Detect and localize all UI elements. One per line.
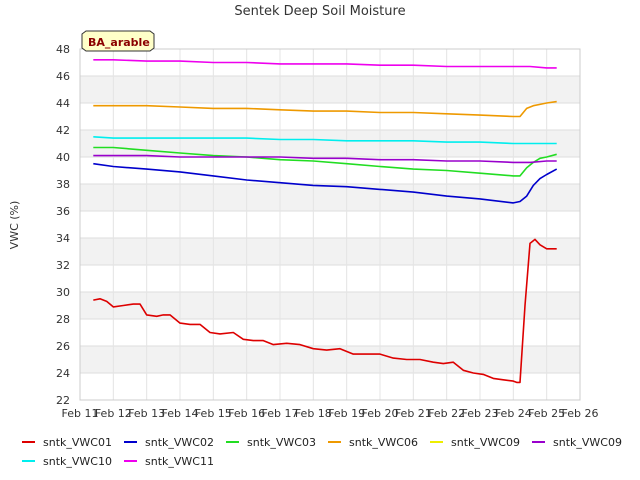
x-tick-label: Feb 24: [495, 407, 532, 420]
x-tick-label: Feb 12: [95, 407, 132, 420]
station-badge: BA_arable: [81, 30, 155, 52]
y-tick-label: 34: [56, 232, 70, 245]
plot-band: [80, 211, 580, 238]
plot-band: [80, 49, 580, 76]
y-tick-label: 26: [56, 340, 70, 353]
x-tick-label: Feb 21: [395, 407, 432, 420]
plot-band: [80, 265, 580, 292]
series-line-sntk_vwc10: [93, 136, 557, 145]
legend-label: sntk_VWC02: [145, 436, 214, 449]
x-tick-label: Feb 22: [428, 407, 465, 420]
series-line-sntk_vwc03: [93, 146, 557, 177]
x-tick-label: Feb 11: [62, 407, 99, 420]
y-tick-label: 30: [56, 286, 70, 299]
y-tick-label: 42: [56, 124, 70, 137]
x-tick-label: Feb 14: [162, 407, 199, 420]
plot-band: [80, 184, 580, 211]
y-tick-label: 38: [56, 178, 70, 191]
y-tick-label: 44: [56, 97, 70, 110]
y-tick-label: 28: [56, 313, 70, 326]
y-tick-label: 48: [56, 43, 70, 56]
legend-label: sntk_VWC09: [553, 436, 622, 449]
series-line-sntk_vwc06: [93, 100, 557, 118]
legend-label: sntk_VWC11: [145, 455, 214, 468]
y-tick-label: 22: [56, 394, 70, 407]
plot-band: [80, 76, 580, 103]
series-lines: [93, 58, 558, 384]
y-tick-label: 32: [56, 259, 70, 272]
legend-label: sntk_VWC03: [247, 436, 316, 449]
legend-label: sntk_VWC10: [43, 455, 112, 468]
x-tick-label: Feb 15: [195, 407, 232, 420]
series-line-sntk_vwc02: [93, 162, 558, 204]
legend-label: sntk_VWC06: [349, 436, 418, 449]
x-tick-label: Feb 20: [362, 407, 399, 420]
series-line-sntk_vwc11: [93, 58, 557, 69]
y-tick-labels: 22 24 26 28 30 32 34 36 38 40 42 44 46 48: [56, 43, 70, 407]
y-tick-label: 24: [56, 367, 70, 380]
legend-label: sntk_VWC09: [451, 436, 520, 449]
plot-bands: [80, 49, 580, 400]
y-tick-label: 46: [56, 70, 70, 83]
x-tick-label: Feb 19: [328, 407, 365, 420]
x-tick-label: Feb 26: [562, 407, 599, 420]
y-axis-label: VWC (%): [8, 201, 21, 250]
plot-band: [80, 373, 580, 400]
plot-band: [80, 319, 580, 346]
x-tick-label: Feb 13: [128, 407, 165, 420]
x-tick-label: Feb 18: [295, 407, 332, 420]
x-tick-label: Feb 23: [462, 407, 499, 420]
station-badge-label: BA_arable: [88, 36, 150, 49]
series-line-sntk_vwc01: [93, 238, 557, 384]
series-line-sntk_vwc09: [93, 154, 557, 164]
legend-label: sntk_VWC01: [43, 436, 112, 449]
plot-frame: [79, 48, 581, 401]
x-tick-label: Feb 16: [228, 407, 265, 420]
plot-band: [80, 292, 580, 319]
legend: sntk_VWC01 sntk_VWC02 sntk_VWC03 sntk_VWC06…: [22, 436, 622, 468]
y-tick-label: 40: [56, 151, 70, 164]
x-tick-label: Feb 17: [262, 407, 299, 420]
x-tick-label: Feb 25: [528, 407, 565, 420]
y-tick-label: 36: [56, 205, 70, 218]
plot-band: [80, 238, 580, 265]
chart-title: Sentek Deep Soil Moisture: [234, 4, 405, 19]
